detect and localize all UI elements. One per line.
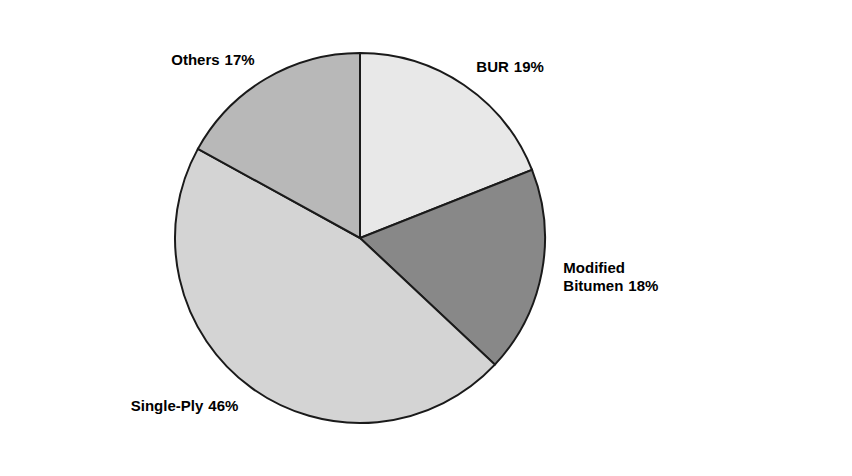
pie-slice <box>198 53 360 238</box>
category-label: Others <box>171 51 219 68</box>
slice-label: Others 17% <box>171 51 254 68</box>
category-label-line: Others <box>171 51 219 68</box>
category-label: ModifiedBitumen <box>563 259 625 294</box>
pie <box>175 53 545 423</box>
data-label: 17% <box>225 51 255 68</box>
data-label: 18% <box>628 277 658 294</box>
data-label: 46% <box>208 397 238 414</box>
category-label-line: Bitumen <box>563 277 623 294</box>
chart: BUR19%ModifiedBitumen18%Single-Ply46%Oth… <box>0 0 852 476</box>
category-label-line: Single-Ply <box>131 397 204 414</box>
slice-label: Single-Ply46% <box>131 397 239 414</box>
category-label: Single-Ply <box>131 397 204 414</box>
slice-label: ModifiedBitumen18% <box>563 259 658 294</box>
slice-label: BUR 19% <box>476 58 544 75</box>
category-label-line: BUR <box>476 58 509 75</box>
category-label-line: Modified <box>563 259 625 276</box>
category-label: BUR <box>476 58 509 75</box>
data-label: 19% <box>514 58 544 75</box>
labels: BUR19%ModifiedBitumen18%Single-Ply46%Oth… <box>131 51 659 414</box>
